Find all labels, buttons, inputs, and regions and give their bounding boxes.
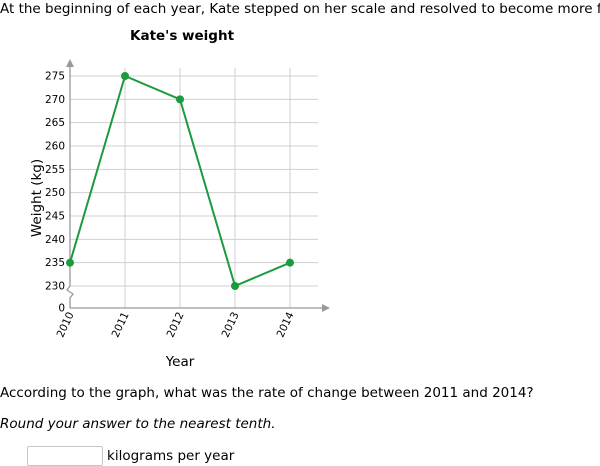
line-chart: Kate's weight 230 235 240 245 250 255 260 265 27… [0,22,340,377]
intro-text: At the beginning of each year, Kate step… [0,1,600,17]
instruction-text: Round your answer to the nearest tenth. [0,416,276,432]
x-tick-label: 2011 [110,310,132,339]
data-point [176,95,184,104]
x-tick-label: 2014 [275,310,297,340]
chart-plot-area: 230 235 240 245 250 255 260 265 270 275 2010 2011 20… [29,59,330,370]
answer-row: kilograms per year [27,446,234,466]
answer-unit-label: kilograms per year [107,448,235,464]
y-tick-label: 250 [45,187,65,199]
y-tick-label: 255 [45,164,65,176]
x-tick-label: 2013 [220,310,242,339]
data-point [66,258,74,267]
x-tick-label: 2012 [165,310,187,339]
chart-title: Kate's weight [130,28,235,44]
x-axis-arrow-icon [322,304,330,312]
y-axis-break-icon [66,285,74,308]
y-tick-label: 235 [45,257,65,269]
x-axis-label: Year [165,354,195,370]
y-tick-label: 275 [45,71,65,83]
y-axis-label: Weight (kg) [29,159,45,237]
answer-input[interactable] [27,446,103,466]
y-axis-arrow-icon [66,59,74,67]
data-point [231,282,239,290]
data-point [121,72,129,80]
y-tick-label: 245 [45,211,65,223]
y-tick-label: 240 [45,234,65,246]
question-text: According to the graph, what was the rat… [0,385,534,401]
data-point [286,258,294,267]
y-tick-label: 260 [45,141,65,153]
y-tick-label: 270 [45,94,65,106]
x-tick-label: 2010 [55,310,77,339]
y-origin-label: 0 [58,303,65,315]
y-tick-label: 230 [45,281,65,293]
y-tick-label: 265 [45,117,65,129]
